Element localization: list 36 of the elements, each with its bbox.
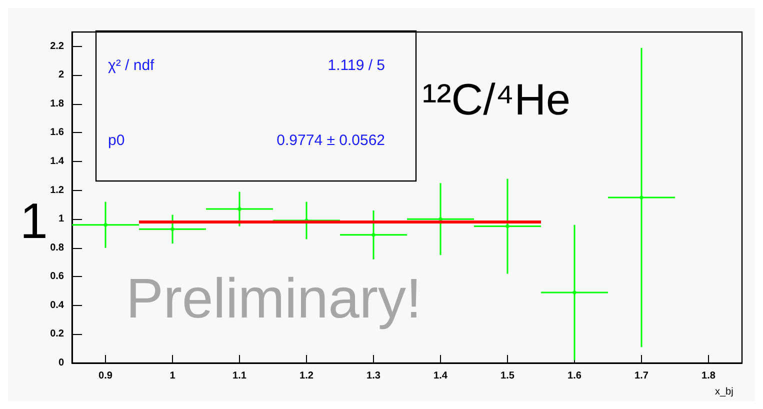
- point: [104, 222, 108, 227]
- annotation: 1.119 / 5: [328, 57, 386, 74]
- x-tick-label: 0.9: [98, 370, 113, 382]
- x-tick-label: 1.4: [434, 370, 448, 382]
- y-tick-label: 0.8: [50, 242, 64, 254]
- y-tick-label: 0.6: [50, 271, 64, 282]
- x-tick-label: 1.8: [702, 370, 716, 382]
- x-tick-label: 1.1: [232, 370, 247, 382]
- annotation: p0: [108, 132, 125, 149]
- point: [506, 224, 510, 228]
- point: [238, 207, 242, 212]
- y-tick-label: 1.2: [50, 184, 64, 196]
- y-tick-label: 0: [58, 358, 64, 368]
- x-tick-label: 1.5: [500, 370, 515, 382]
- y-tick-label: 0.4: [50, 300, 64, 311]
- point: [170, 227, 174, 232]
- point: [572, 290, 576, 294]
- x-axis-title: x_bj: [715, 386, 734, 398]
- y-tick-label: 1: [58, 214, 64, 225]
- x-tick-label: 1.2: [300, 370, 314, 382]
- x-tick-label: 1.3: [366, 370, 381, 382]
- y-tick-label: 0.2: [50, 328, 64, 340]
- y-tick-label: 2.2: [50, 40, 64, 52]
- x-tick-label: 1.7: [634, 370, 649, 382]
- y-tick-label: 1.8: [50, 98, 64, 110]
- y-tick-label: 1.6: [50, 127, 64, 138]
- annotation: Preliminary!: [126, 266, 422, 330]
- annotation: χ² / ndf: [108, 57, 156, 74]
- annotation: 0.9774 ± 0.0562: [276, 132, 386, 149]
- x-tick-label: 1: [170, 370, 176, 382]
- y-tick-label: 1.4: [50, 156, 64, 168]
- annotation: ¹²C/⁴He: [422, 76, 570, 124]
- y-tick-label: 2: [58, 70, 64, 81]
- point: [640, 196, 644, 200]
- point: [372, 232, 376, 237]
- x-tick-label: 1.6: [568, 370, 582, 382]
